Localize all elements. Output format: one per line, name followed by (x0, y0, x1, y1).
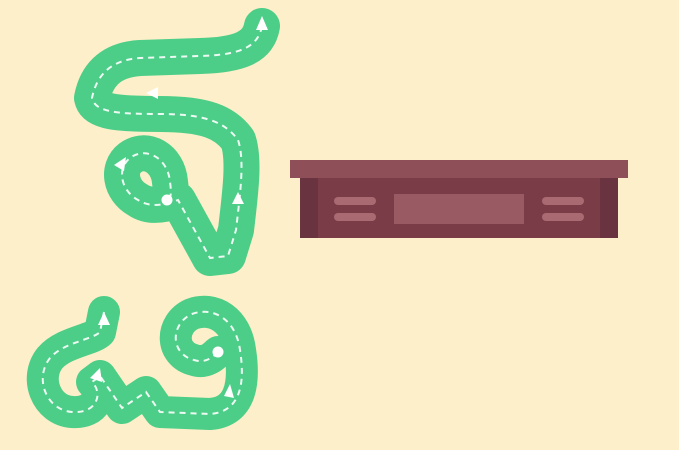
desk-handle (542, 213, 584, 221)
trace-start-dot (212, 346, 224, 358)
desk-top (290, 160, 628, 178)
thai-letter-cho-chan-tracing-icon (74, 8, 280, 276)
desk-icon (290, 160, 628, 238)
trace-arrow (90, 368, 102, 382)
trace-arrow (98, 312, 110, 325)
desk-handle (334, 213, 376, 221)
thai-letter-cho-chan-tracing-icon-small (26, 295, 258, 430)
trace-arrow (256, 16, 268, 30)
trace-start-dot (161, 194, 173, 206)
trace-arrow (114, 157, 126, 171)
desk-handle (334, 197, 376, 205)
desk-drawer-panel (394, 194, 524, 224)
trace-arrow (146, 87, 158, 99)
trace-arrow (224, 384, 234, 398)
trace-arrow (232, 192, 244, 204)
desk-handle (542, 197, 584, 205)
